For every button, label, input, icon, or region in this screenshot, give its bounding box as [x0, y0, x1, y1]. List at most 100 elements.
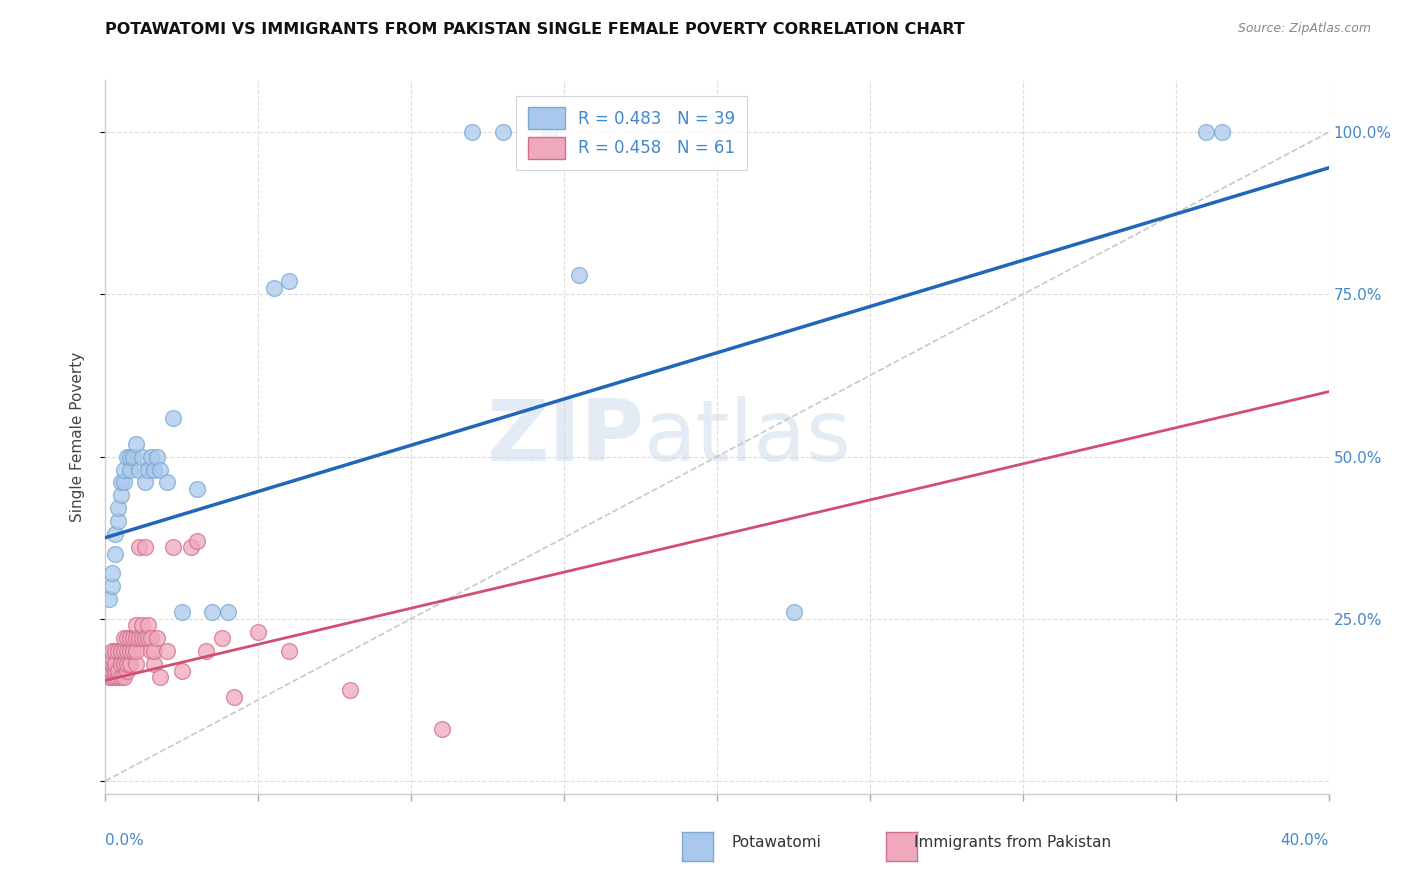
Point: [263, 281, 285, 295]
Point: [195, 644, 218, 658]
Point: [115, 450, 138, 464]
Point: [112, 670, 135, 684]
Point: [146, 450, 169, 464]
Point: [134, 475, 156, 490]
Point: [461, 125, 484, 139]
Point: [278, 644, 301, 658]
Point: [134, 631, 156, 645]
Point: [339, 683, 361, 698]
Point: [170, 605, 193, 619]
Text: 0.0%: 0.0%: [105, 833, 145, 848]
Text: 40.0%: 40.0%: [1281, 833, 1329, 848]
Point: [201, 605, 224, 619]
Point: [122, 631, 145, 645]
Point: [170, 664, 193, 678]
Point: [149, 462, 172, 476]
Point: [115, 644, 138, 658]
Point: [131, 450, 153, 464]
Point: [125, 657, 148, 672]
Point: [104, 644, 127, 658]
Point: [180, 541, 202, 555]
Point: [141, 450, 163, 464]
Point: [110, 644, 132, 658]
Point: [125, 644, 148, 658]
Point: [222, 690, 245, 704]
Point: [162, 410, 184, 425]
Text: ZIP: ZIP: [486, 395, 644, 479]
Point: [537, 125, 560, 139]
Point: [136, 618, 159, 632]
Point: [125, 618, 148, 632]
Point: [107, 670, 129, 684]
Point: [112, 631, 135, 645]
Y-axis label: Single Female Poverty: Single Female Poverty: [70, 352, 84, 522]
Point: [1211, 125, 1233, 139]
Point: [112, 657, 135, 672]
Point: [134, 541, 156, 555]
Point: [104, 664, 127, 678]
Point: [568, 268, 591, 282]
Point: [118, 462, 141, 476]
Point: [118, 657, 141, 672]
Point: [112, 644, 135, 658]
Point: [143, 657, 166, 672]
Point: [100, 579, 122, 593]
Point: [143, 644, 166, 658]
Point: [122, 450, 145, 464]
Point: [97, 670, 120, 684]
Point: [97, 664, 120, 678]
Point: [155, 475, 177, 490]
Point: [115, 664, 138, 678]
Point: [97, 592, 120, 607]
Point: [100, 644, 122, 658]
Point: [107, 664, 129, 678]
Legend: R = 0.483   N = 39, R = 0.458   N = 61: R = 0.483 N = 39, R = 0.458 N = 61: [516, 95, 747, 170]
Point: [118, 644, 141, 658]
Point: [128, 541, 150, 555]
Point: [122, 644, 145, 658]
Point: [110, 488, 132, 502]
Point: [100, 664, 122, 678]
Text: atlas: atlas: [644, 395, 852, 479]
Point: [110, 475, 132, 490]
Point: [128, 462, 150, 476]
Point: [107, 515, 129, 529]
Point: [118, 631, 141, 645]
Text: Potawatomi: Potawatomi: [731, 836, 821, 850]
Point: [782, 605, 804, 619]
Point: [110, 657, 132, 672]
Point: [125, 631, 148, 645]
Point: [162, 541, 184, 555]
Point: [107, 501, 129, 516]
Point: [211, 631, 233, 645]
Point: [110, 670, 132, 684]
Point: [136, 462, 159, 476]
Point: [104, 657, 127, 672]
Text: POTAWATOMI VS IMMIGRANTS FROM PAKISTAN SINGLE FEMALE POVERTY CORRELATION CHART: POTAWATOMI VS IMMIGRANTS FROM PAKISTAN S…: [105, 22, 965, 37]
Point: [146, 631, 169, 645]
Point: [136, 631, 159, 645]
Point: [186, 533, 208, 548]
Point: [278, 274, 301, 288]
Point: [112, 475, 135, 490]
Point: [115, 631, 138, 645]
Point: [97, 657, 120, 672]
Point: [128, 631, 150, 645]
Point: [143, 462, 166, 476]
Point: [100, 650, 122, 665]
Point: [104, 527, 127, 541]
Point: [1195, 125, 1218, 139]
Point: [118, 450, 141, 464]
Point: [100, 670, 122, 684]
Point: [125, 436, 148, 450]
Point: [141, 644, 163, 658]
Point: [149, 670, 172, 684]
Point: [155, 644, 177, 658]
Point: [141, 631, 163, 645]
Point: [247, 624, 270, 639]
Point: [115, 657, 138, 672]
Point: [217, 605, 239, 619]
Point: [104, 670, 127, 684]
Point: [100, 657, 122, 672]
Point: [112, 462, 135, 476]
